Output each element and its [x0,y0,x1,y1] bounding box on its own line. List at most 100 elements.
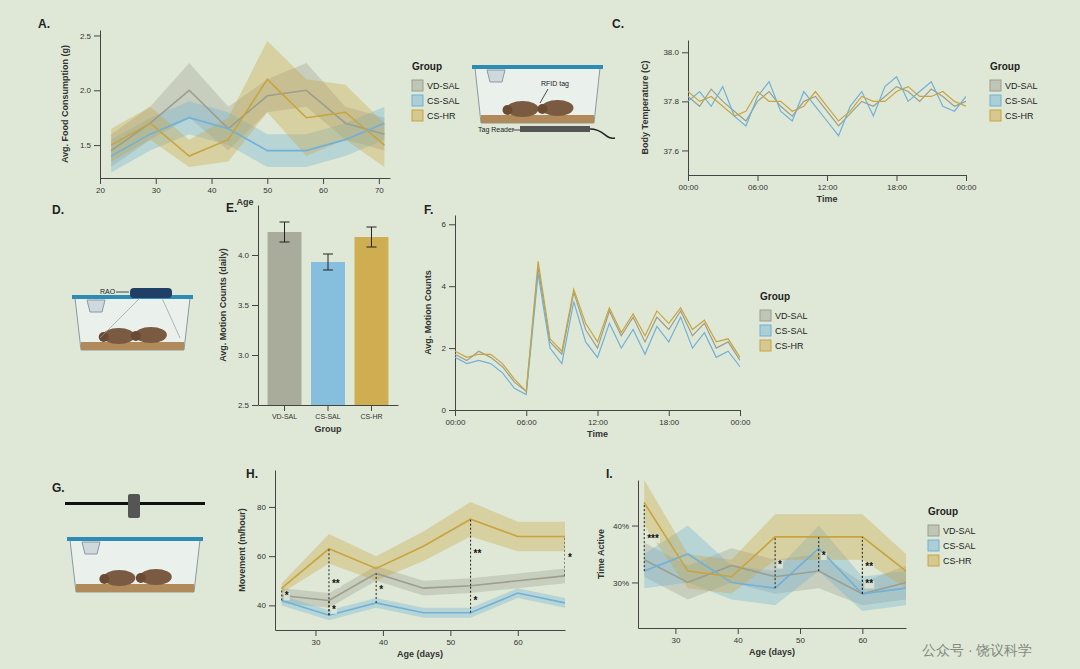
tick: 40 [208,178,217,195]
axis-line [258,206,259,406]
tick-mark [252,255,258,256]
tick: 37.8 [663,97,688,106]
tick-mark [518,630,519,636]
legend-label: CS-HR [1005,111,1034,121]
tick-label: 4.0 [238,251,250,260]
tick: 60 [257,552,275,561]
significance-label: * [474,595,478,606]
legend-label: VD-SAL [943,526,976,536]
x-axis: 203040506070 [96,178,390,195]
tick-label: VD-SAL [272,413,297,420]
panel-label: A. [38,17,50,31]
x-axis: 30405060 [639,628,907,645]
tick: 2.0 [80,86,100,95]
tick: 3.0 [238,351,258,360]
tick-mark [455,410,456,416]
cage-body [75,298,190,350]
x-axis-title: Time [817,194,838,204]
tick-mark [267,178,268,184]
tick-label: 40 [257,601,266,610]
tick-label: 3.5 [238,301,250,310]
y-axis: 37.637.838.0 [663,41,688,176]
tick-mark [328,405,329,411]
tick-mark [758,175,759,181]
legend-swatch [990,110,1001,121]
tick-label: 20 [96,186,105,195]
tick-mark [269,556,275,557]
comparison-line [862,571,863,594]
legend-label: CS-SAL [943,541,976,551]
line [282,593,565,615]
tick: 40% [613,522,638,531]
tick-mark [688,175,689,181]
cage-body [475,68,600,123]
band [282,588,565,620]
tick: 50 [263,178,272,195]
legend-label: CS-HR [427,111,456,121]
tick-label: 40 [379,638,388,647]
line [688,87,966,121]
tick-label: 60 [319,186,328,195]
axis-line [639,628,907,629]
tick-label: 40 [734,636,743,645]
tick-mark [449,224,455,225]
legend-title: Group [412,61,442,72]
error-bar [366,227,376,247]
axis-line [638,481,639,629]
tick-label: 50 [263,186,272,195]
legend-label: CS-HR [775,341,804,351]
tick: 3.5 [238,301,258,310]
comparison-line [376,573,377,603]
significance-label: * [332,604,336,615]
tick: VD-SAL [272,405,297,420]
food-hopper [82,542,100,554]
legend-title: Group [928,506,958,517]
tick-mark [632,526,638,527]
tick-mark [682,52,688,53]
annotations: ********* [284,548,573,614]
panel-label: F. [424,203,433,217]
tick-mark [379,178,380,184]
panel-label: G. [52,481,65,495]
panel: 3040506030%40%*********Age (days)Time Ac… [596,480,907,657]
tick-mark [284,405,285,411]
line [688,77,966,136]
tick-mark [94,145,100,146]
tick: 38.0 [663,48,688,57]
food-hopper [87,300,105,312]
tick-label: 2 [442,344,447,353]
x-axis: 00:0006:0012:0018:0000:00 [678,175,977,192]
line [282,573,565,600]
significance-label: ** [865,561,873,572]
x-axis: 30405060 [276,630,566,647]
tick-label: 2.5 [80,32,92,41]
tick-mark [269,507,275,508]
tick-label: 18:00 [887,183,908,192]
panel-label: I. [606,467,613,481]
tick-mark [252,355,258,356]
tick-mark [862,628,863,634]
tick-mark [449,286,455,287]
legend-swatch [412,110,423,121]
x-axis-title: Group [315,424,342,434]
tick-mark [800,628,801,634]
y-axis: 0246 [442,216,456,416]
tick-mark [897,175,898,181]
axis-line [455,216,456,411]
tick: 80 [257,503,275,512]
tick-label: 37.8 [663,97,679,106]
legend-swatch [928,540,939,551]
tick-label: CS-HR [360,413,382,420]
axis-line [101,178,391,179]
mouse-head [538,104,548,114]
axis-line [688,41,689,176]
error-bars [280,222,377,270]
tick: 60 [514,630,523,647]
tick: 30 [152,178,161,195]
bedding [81,342,184,350]
tick-mark [598,410,599,416]
cage-body [70,540,200,592]
tick-label: 30 [152,186,161,195]
schematic-label: RFID tag [541,80,569,88]
legend-label: CS-SAL [1005,96,1038,106]
